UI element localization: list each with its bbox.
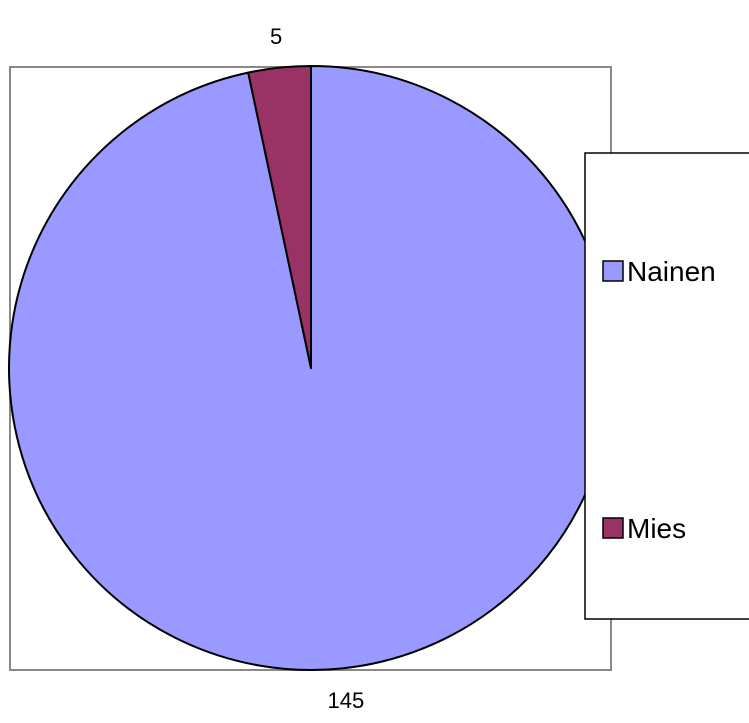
- legend: Nainen Mies: [584, 152, 749, 620]
- legend-label-mies: Mies: [627, 513, 686, 544]
- data-label-nainen: 145: [328, 688, 365, 713]
- legend-swatch-mies: [602, 517, 624, 539]
- data-labels: 145 5: [270, 24, 364, 713]
- legend-label-nainen: Nainen: [627, 256, 716, 287]
- pie-slice-mies: [247, 65, 312, 369]
- data-label-mies: 5: [270, 24, 282, 49]
- legend-box: [584, 152, 749, 620]
- legend-items: Nainen Mies: [602, 256, 716, 544]
- pie-slices: [8, 65, 614, 671]
- legend-swatch-nainen: [602, 260, 624, 282]
